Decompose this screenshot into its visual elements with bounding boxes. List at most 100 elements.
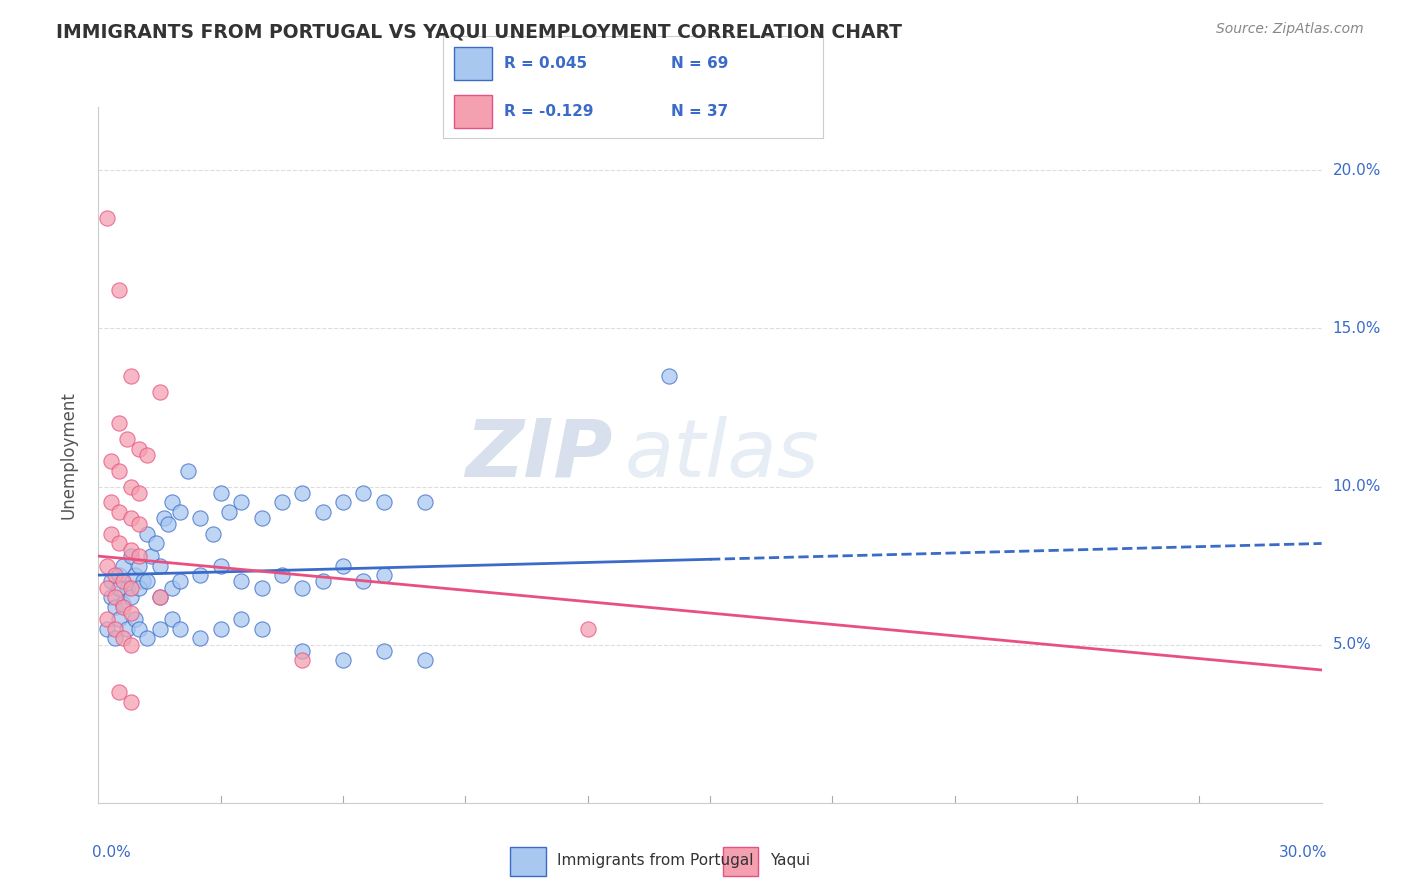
Point <box>250 511 273 525</box>
Point <box>270 568 294 582</box>
Point <box>373 644 395 658</box>
Point <box>136 527 159 541</box>
Point <box>96 581 118 595</box>
Point <box>576 622 599 636</box>
Text: 30.0%: 30.0% <box>1279 845 1327 860</box>
Point <box>96 558 118 573</box>
Text: N = 37: N = 37 <box>671 104 728 120</box>
Point <box>115 622 138 636</box>
Point <box>209 486 232 500</box>
Point <box>149 384 172 399</box>
Point <box>218 505 240 519</box>
Point <box>169 574 191 589</box>
Point <box>160 612 183 626</box>
Point <box>128 558 150 573</box>
Text: Yaqui: Yaqui <box>770 853 810 868</box>
Point <box>120 368 142 383</box>
Point <box>413 495 436 509</box>
Point <box>120 542 142 557</box>
Text: 15.0%: 15.0% <box>1333 321 1381 336</box>
Point <box>149 558 172 573</box>
Point <box>128 517 150 532</box>
Point <box>149 591 172 605</box>
Point <box>111 597 134 611</box>
Text: Source: ZipAtlas.com: Source: ZipAtlas.com <box>1216 22 1364 37</box>
Point <box>160 581 183 595</box>
Point <box>111 632 134 646</box>
Point <box>332 558 354 573</box>
Point <box>270 495 294 509</box>
Point <box>108 464 131 478</box>
Point <box>108 417 131 431</box>
Text: N = 69: N = 69 <box>671 56 728 70</box>
Text: IMMIGRANTS FROM PORTUGAL VS YAQUI UNEMPLOYMENT CORRELATION CHART: IMMIGRANTS FROM PORTUGAL VS YAQUI UNEMPL… <box>56 22 903 41</box>
Point <box>100 591 122 605</box>
Point <box>188 568 212 582</box>
Point <box>149 622 172 636</box>
Point <box>120 591 142 605</box>
Point <box>169 622 191 636</box>
Point <box>373 568 395 582</box>
Y-axis label: Unemployment: Unemployment <box>59 391 77 519</box>
Point <box>145 536 167 550</box>
Point <box>120 479 142 493</box>
Point <box>124 568 146 582</box>
Point <box>141 549 163 563</box>
Point <box>115 581 138 595</box>
Point <box>250 622 273 636</box>
Point <box>120 695 142 709</box>
Point <box>100 454 122 468</box>
Point <box>108 284 131 298</box>
Text: atlas: atlas <box>624 416 820 494</box>
Point <box>120 581 142 595</box>
Point <box>115 432 138 446</box>
Point <box>169 505 191 519</box>
Point <box>104 599 127 614</box>
Point <box>231 612 253 626</box>
Point <box>100 495 122 509</box>
Point <box>291 486 314 500</box>
Text: 10.0%: 10.0% <box>1333 479 1381 494</box>
Point <box>231 574 253 589</box>
Point <box>108 685 131 699</box>
Point <box>120 638 142 652</box>
Text: ZIP: ZIP <box>465 416 612 494</box>
Point <box>100 527 122 541</box>
Point <box>188 511 212 525</box>
Point <box>413 653 436 667</box>
Point <box>209 622 232 636</box>
Point <box>152 511 174 525</box>
Point <box>209 558 232 573</box>
Text: 0.0%: 0.0% <box>93 845 131 860</box>
Point <box>104 591 127 605</box>
Point <box>291 653 314 667</box>
FancyBboxPatch shape <box>454 47 492 79</box>
Point <box>291 644 314 658</box>
Point <box>96 612 118 626</box>
Point <box>312 574 335 589</box>
Point <box>128 549 150 563</box>
Point <box>156 517 179 532</box>
Point <box>104 622 127 636</box>
Point <box>136 632 159 646</box>
Point <box>108 568 131 582</box>
Point <box>201 527 224 541</box>
Point <box>128 581 150 595</box>
Point <box>160 495 183 509</box>
FancyBboxPatch shape <box>454 95 492 128</box>
Text: Immigrants from Portugal: Immigrants from Portugal <box>557 853 754 868</box>
Text: R = 0.045: R = 0.045 <box>503 56 586 70</box>
Point <box>96 622 118 636</box>
Point <box>100 574 122 589</box>
Point <box>332 495 354 509</box>
Point <box>231 495 253 509</box>
Point <box>291 581 314 595</box>
Point <box>108 536 131 550</box>
Point <box>120 606 142 620</box>
Point <box>128 442 150 456</box>
Point <box>104 568 127 582</box>
Point <box>136 574 159 589</box>
Text: R = -0.129: R = -0.129 <box>503 104 593 120</box>
Point <box>312 505 335 519</box>
FancyBboxPatch shape <box>510 847 546 876</box>
